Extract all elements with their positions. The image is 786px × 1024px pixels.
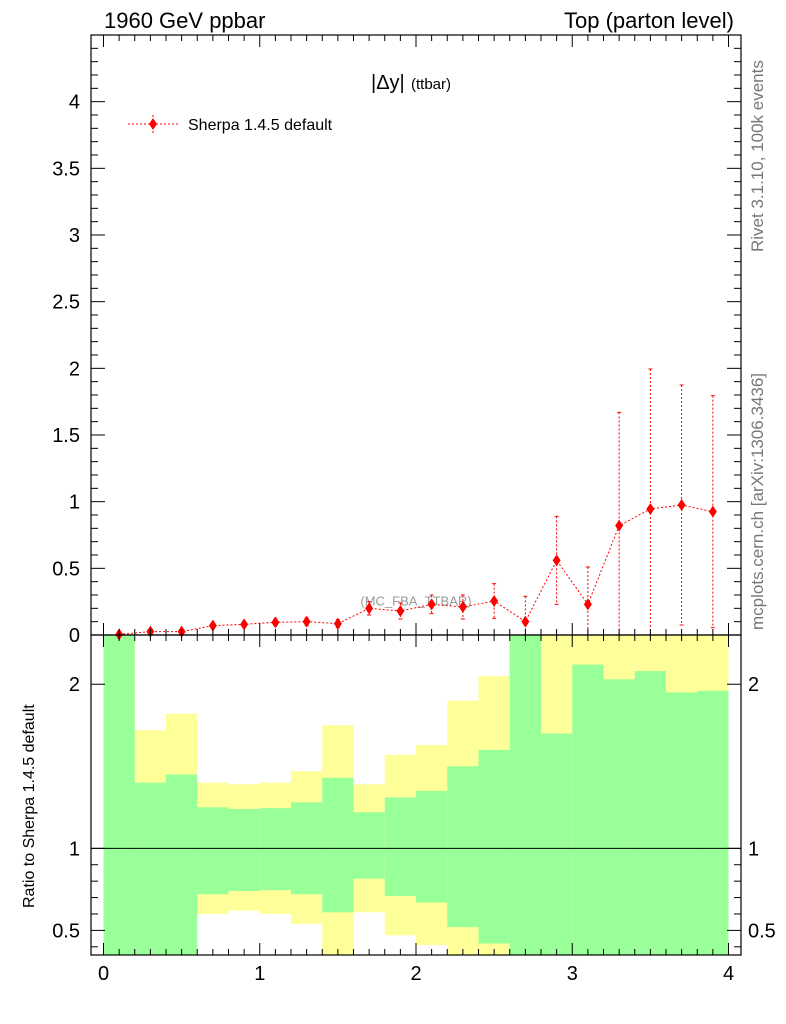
ratio-band-stat-bin (103, 635, 135, 955)
ratio-y-tick-label-right: 2 (748, 674, 759, 696)
x-tick-label: 1 (254, 963, 265, 985)
plot-title: |Δy| (371, 72, 405, 94)
ratio-band-stat-bin (166, 774, 198, 955)
data-point (552, 554, 561, 567)
ratio-band-stat-bin (416, 790, 448, 903)
main-y-tick-label: 1 (69, 492, 80, 514)
data-point (302, 615, 311, 628)
data-point (490, 595, 499, 607)
legend: Sherpa 1.4.5 default (128, 115, 333, 134)
ratio-band-stat-bin (603, 679, 635, 955)
data-point (521, 615, 530, 628)
data-point (396, 605, 405, 617)
data-series (115, 368, 717, 641)
ratio-band-stat-bin (259, 808, 291, 891)
ratio-band-stat-bin (666, 692, 698, 955)
ratio-band-stat-bin (197, 807, 229, 895)
ratio-band-stat-bin (353, 812, 385, 879)
ratio-band-stat-bin (541, 733, 573, 955)
data-point (240, 618, 249, 631)
data-point (365, 602, 374, 615)
tick-labels: 0 0.5 1 1.5 2 2.5 3 3.5 4 0.5 0.5 1 1 2 2 0 1 2 3 4 (52, 92, 776, 985)
ratio-band-stat-bin (478, 749, 510, 944)
plot-title-sub: (ttbar) (411, 76, 451, 93)
ratio-band-stat-bin (447, 766, 479, 928)
data-point (583, 598, 592, 611)
ratio-band-stat-bin (228, 808, 260, 891)
ratio-band-stat-bin (384, 797, 416, 896)
main-y-tick-label: 1.5 (52, 425, 80, 447)
header-right: Top (parton level) (564, 8, 734, 33)
ratio-band-stat-bin (134, 782, 166, 955)
ratio-band-stat-bin (509, 635, 541, 955)
plot-title-group: |Δy| (ttbar) (371, 72, 451, 94)
header-left: 1960 GeV ppbar (104, 8, 266, 33)
data-point (427, 598, 436, 611)
x-tick-label: 2 (410, 963, 421, 985)
data-point (271, 616, 280, 629)
data-point (615, 519, 624, 532)
data-point (208, 619, 217, 632)
data-point (458, 601, 467, 613)
data-point (677, 499, 686, 511)
x-tick-label: 3 (567, 963, 578, 985)
x-tick-label: 4 (723, 963, 734, 985)
ratio-y-tick-label-right: 0.5 (748, 920, 776, 942)
ratio-y-tick-label-left: 1 (69, 838, 80, 860)
ratio-y-tick-label-left: 2 (69, 674, 80, 696)
data-point (646, 503, 655, 515)
axis-ticks (91, 34, 741, 955)
main-y-tick-label: 3 (69, 225, 80, 247)
data-point (708, 505, 717, 518)
ratio-band-stat-bin (634, 671, 666, 955)
ratio-band-stat-bin (322, 777, 354, 913)
ratio-band-stat-bin (697, 690, 729, 955)
data-point (333, 617, 342, 630)
legend-label: Sherpa 1.4.5 default (188, 117, 333, 134)
ratio-bands (103, 635, 729, 955)
series-line (119, 504, 713, 635)
main-y-tick-label: 2 (69, 358, 80, 380)
ratio-y-tick-label-left: 0.5 (52, 920, 80, 942)
x-tick-label: 0 (98, 963, 109, 985)
main-y-tick-label: 4 (69, 92, 80, 114)
main-y-tick-label: 0 (69, 625, 80, 647)
main-y-tick-label: 2.5 (52, 292, 80, 314)
main-y-tick-label: 3.5 (52, 158, 80, 180)
legend-marker (149, 118, 157, 130)
ratio-y-tick-label-right: 1 (748, 838, 759, 860)
main-y-tick-label: 0.5 (52, 558, 80, 580)
ratio-band-stat-bin (572, 664, 604, 955)
